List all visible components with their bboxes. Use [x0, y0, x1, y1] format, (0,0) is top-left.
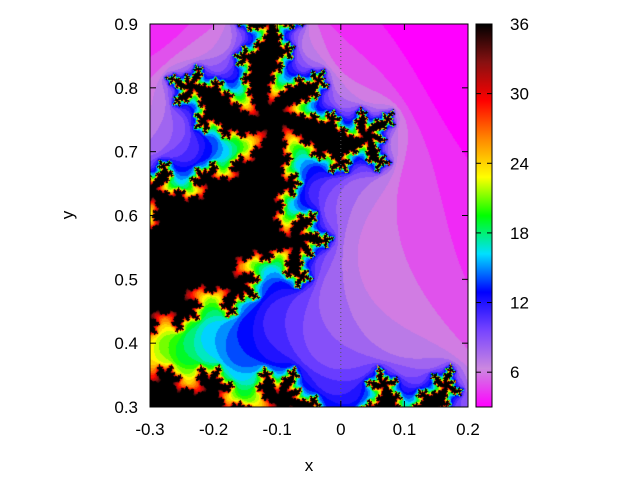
- y-tick-label: 0.7: [114, 143, 138, 162]
- y-tick-label: 0.8: [114, 79, 138, 98]
- x-tick-label: 0.2: [456, 420, 480, 439]
- heatmap-image: [150, 24, 468, 407]
- colorbar-tick-label: 36: [510, 15, 529, 34]
- colorbar-tick-label: 12: [510, 294, 529, 313]
- x-axis-ticks: -0.3 -0.2 -0.1 0 0.1 0.2: [135, 24, 480, 439]
- y-axis-ticks: 0.3 0.4 0.5 0.6 0.7 0.8 0.9: [114, 15, 468, 417]
- x-axis-label: x: [305, 456, 314, 475]
- y-tick-label: 0.4: [114, 334, 138, 353]
- colorbar-tick-label: 18: [510, 224, 529, 243]
- colorbar: 6 12 18 24 30 36: [475, 15, 529, 408]
- x-tick-label: 0.1: [393, 420, 417, 439]
- colorbar-tick-label: 30: [510, 85, 529, 104]
- colorbar-tick-label: 24: [510, 154, 529, 173]
- colorbar-frame: [475, 23, 493, 408]
- x-tick-label: -0.1: [263, 420, 292, 439]
- colorbar-tick-label: 6: [510, 363, 519, 382]
- y-tick-label: 0.9: [114, 15, 138, 34]
- x-tick-label: -0.2: [199, 420, 228, 439]
- y-tick-label: 0.6: [114, 207, 138, 226]
- colorbar-ticks: 6 12 18 24 30 36: [476, 15, 529, 382]
- y-axis-label: y: [58, 210, 77, 219]
- colorbar-gradient: [476, 24, 492, 407]
- heatmap-plot-area: [149, 23, 469, 408]
- y-tick-label: 0.3: [114, 398, 138, 417]
- x-tick-label: -0.3: [135, 420, 164, 439]
- y-tick-label: 0.5: [114, 270, 138, 289]
- x-tick-label: 0: [336, 420, 345, 439]
